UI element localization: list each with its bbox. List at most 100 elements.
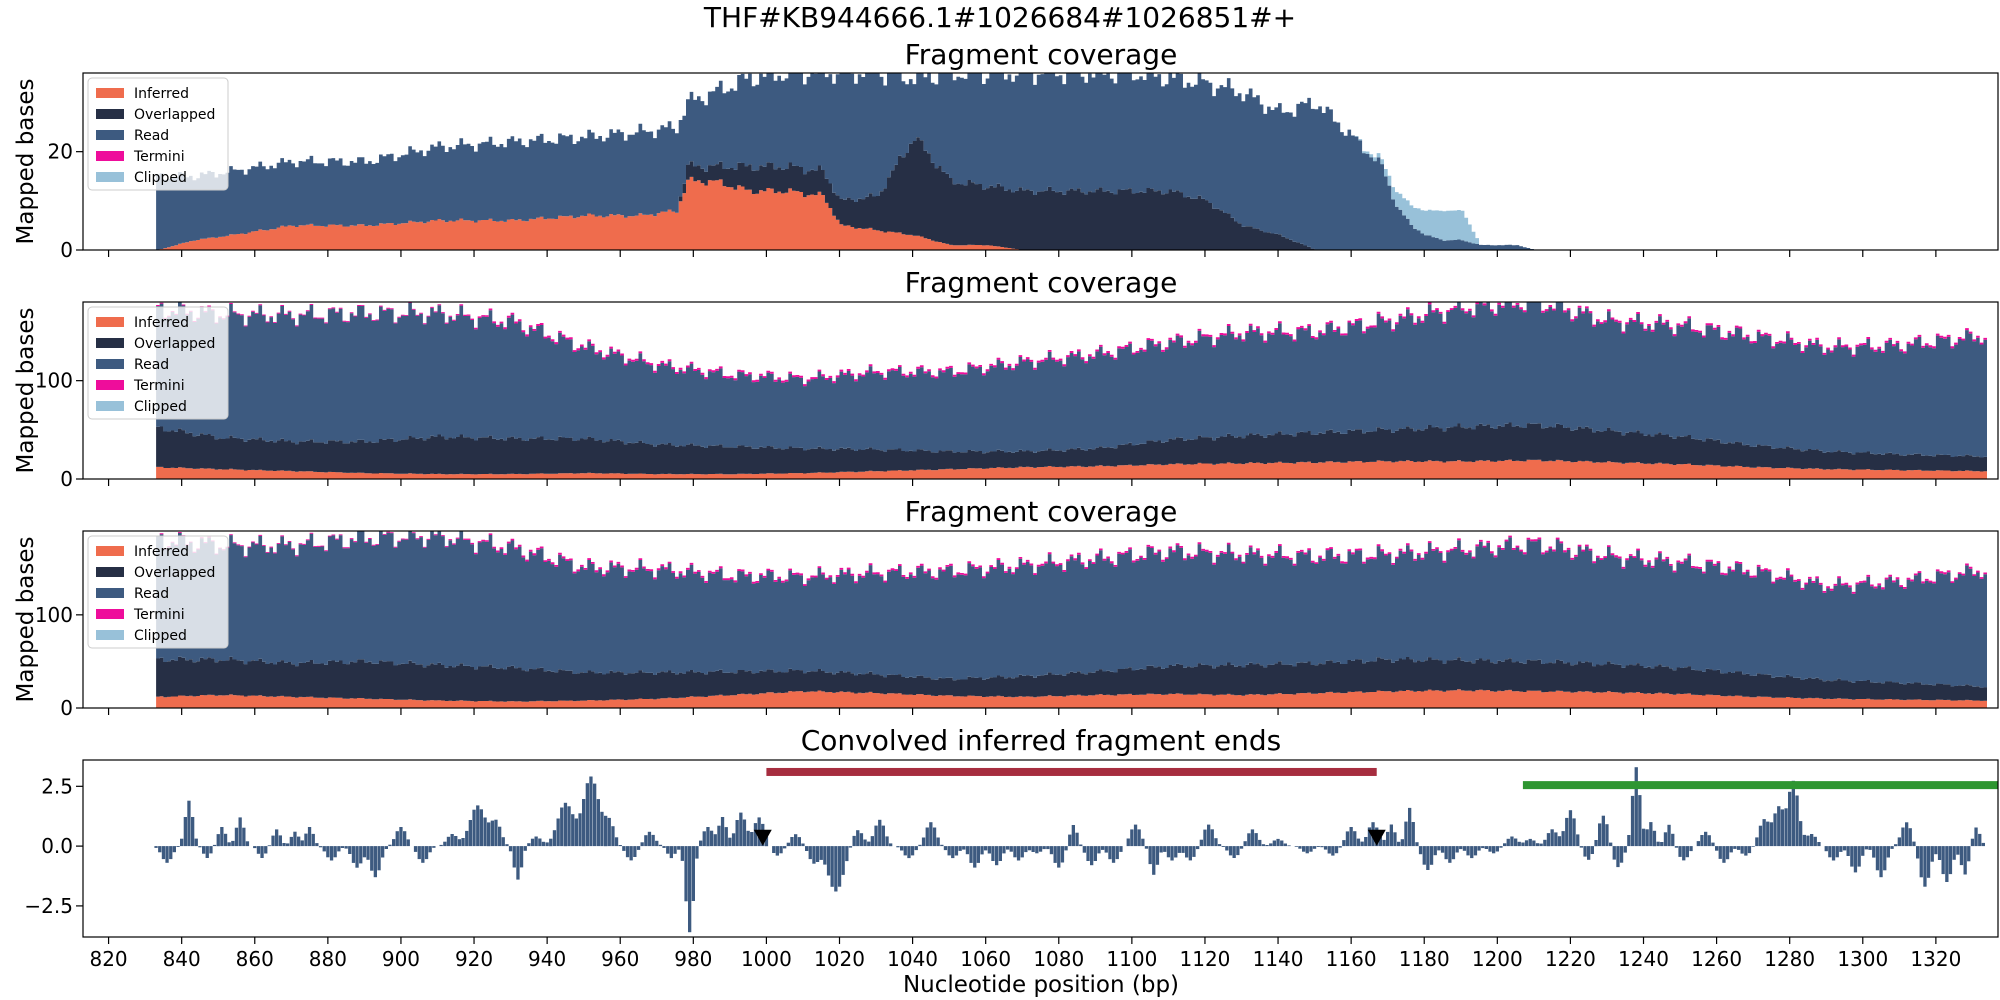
bar <box>1250 829 1255 847</box>
bar <box>1963 846 1967 875</box>
y-axis-label: Mapped bases <box>13 307 39 473</box>
bar <box>297 836 301 847</box>
bar <box>348 846 352 854</box>
bar <box>392 839 396 847</box>
bar <box>684 846 688 902</box>
bar <box>658 844 663 847</box>
bar <box>1294 846 1298 847</box>
bar <box>359 846 363 864</box>
bar <box>1356 838 1361 847</box>
bar <box>1035 846 1039 854</box>
bar <box>1872 846 1876 858</box>
bar <box>1736 846 1741 850</box>
bar <box>794 834 798 847</box>
bar <box>1671 833 1675 847</box>
bar <box>282 843 286 847</box>
bar <box>1009 846 1013 852</box>
legend-swatch-overlapped <box>96 109 124 119</box>
bar <box>487 822 491 847</box>
bar <box>742 819 747 847</box>
bar <box>1411 822 1415 847</box>
bar <box>260 846 264 858</box>
bar <box>1747 846 1752 854</box>
bar <box>1912 841 1916 847</box>
x-axis-label: Nucleotide position (bp) <box>903 972 1179 998</box>
bar <box>1104 846 1108 853</box>
legend: Inferred Overlapped Read Termini Clipped <box>87 535 229 649</box>
bar <box>457 839 462 847</box>
panel-4-title: Convolved inferred fragment ends <box>801 724 1282 757</box>
bar <box>1415 842 1419 847</box>
bar <box>158 846 162 853</box>
bar <box>461 838 465 847</box>
series-overlapped <box>156 137 1538 250</box>
bar <box>1484 846 1488 849</box>
bar <box>399 827 403 847</box>
bar <box>1835 846 1839 858</box>
bar <box>1331 846 1335 856</box>
bar <box>1897 837 1901 847</box>
bar <box>1060 846 1065 863</box>
plot-area <box>154 767 1998 933</box>
x-tick-label: 1320 <box>1910 947 1961 971</box>
bar <box>1002 846 1006 854</box>
legend-swatch-read <box>96 588 124 598</box>
series-inferred <box>156 459 1988 479</box>
x-tick-label: 1100 <box>1106 947 1157 971</box>
bar <box>1923 846 1927 887</box>
bar <box>995 846 999 866</box>
bar <box>1057 846 1061 868</box>
bar <box>337 846 341 852</box>
bar <box>1470 846 1474 859</box>
bar <box>1514 838 1518 847</box>
bar <box>1433 846 1437 856</box>
x-tick-label: 840 <box>163 947 201 971</box>
bar <box>1634 767 1638 847</box>
bar <box>428 846 432 853</box>
bar <box>307 827 312 847</box>
bar <box>1024 846 1028 853</box>
bar <box>1141 838 1145 847</box>
bar <box>662 846 666 848</box>
bar <box>1682 846 1686 861</box>
y-axis-label: Mapped bases <box>13 536 39 702</box>
bar <box>1276 838 1280 847</box>
bar <box>1064 846 1068 851</box>
y-tick-label: −2.5 <box>24 894 73 918</box>
bar <box>618 845 622 847</box>
bar <box>1283 843 1287 847</box>
bar <box>1853 846 1858 873</box>
bar <box>984 846 988 851</box>
legend-label-overlapped: Overlapped <box>134 107 215 123</box>
bar <box>1959 846 1964 866</box>
bar <box>753 823 758 847</box>
bar <box>1704 831 1708 847</box>
bar <box>234 827 239 847</box>
bar <box>1967 846 1971 862</box>
bar <box>1678 846 1682 857</box>
bar <box>666 846 670 854</box>
bar <box>1799 821 1803 847</box>
bar <box>1049 846 1054 855</box>
x-tick-label: 900 <box>382 947 420 971</box>
bar <box>1652 830 1657 847</box>
bar <box>373 846 377 878</box>
bar <box>929 822 933 847</box>
y-tick-label: 100 <box>35 603 73 627</box>
bar <box>1144 846 1149 849</box>
y-tick-label: 20 <box>48 140 73 164</box>
bar <box>1546 833 1551 847</box>
y-tick-label: 0.0 <box>41 834 73 858</box>
bar <box>560 807 564 847</box>
bar <box>1272 840 1276 847</box>
bar <box>1784 808 1788 847</box>
bar <box>1952 846 1956 860</box>
bar <box>1155 846 1160 865</box>
bar <box>1115 846 1119 860</box>
bar <box>519 846 524 868</box>
plot-area <box>156 73 1538 250</box>
bar <box>238 817 242 847</box>
bar <box>1068 834 1072 847</box>
x-tick-label: 1080 <box>1033 947 1084 971</box>
bar <box>1261 844 1266 847</box>
